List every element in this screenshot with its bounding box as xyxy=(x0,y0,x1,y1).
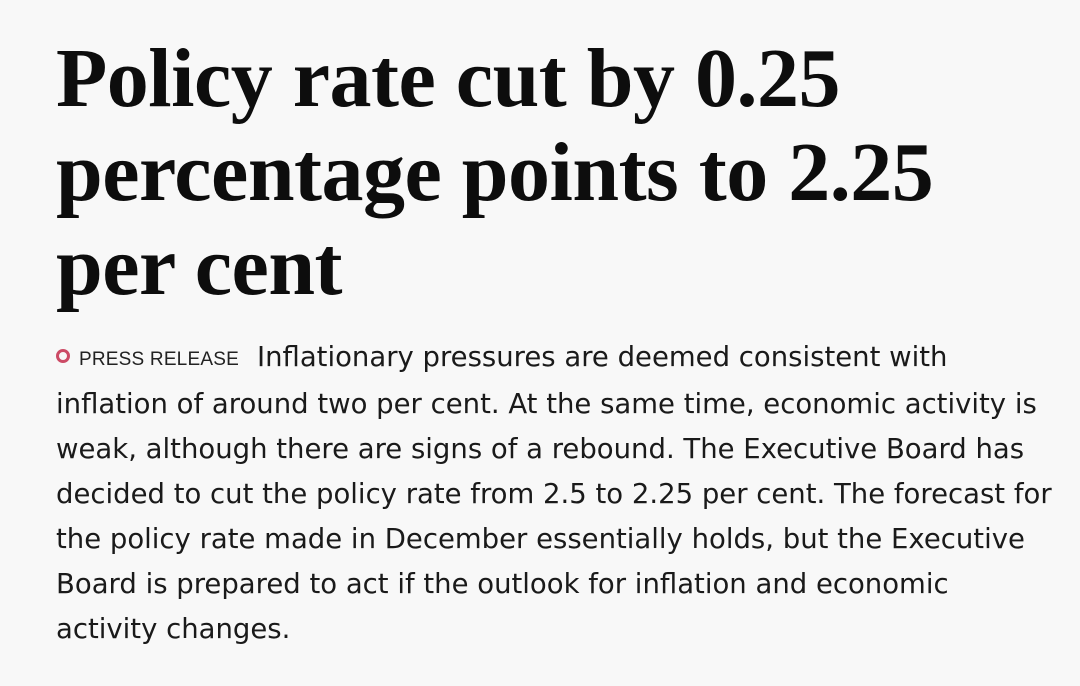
lead-text: Inflationary pressures are deemed consis… xyxy=(56,341,1052,645)
headline: Policy rate cut by 0.25 percentage point… xyxy=(56,32,934,313)
press-release-label-text: PRESS RELEASE xyxy=(79,349,239,370)
press-release-label: PRESS RELEASE xyxy=(56,341,239,373)
lead-paragraph: PRESS RELEASE Inflationary pressures are … xyxy=(56,335,1056,652)
article: Policy rate cut by 0.25 percentage point… xyxy=(56,32,1066,652)
ring-icon xyxy=(56,349,70,363)
